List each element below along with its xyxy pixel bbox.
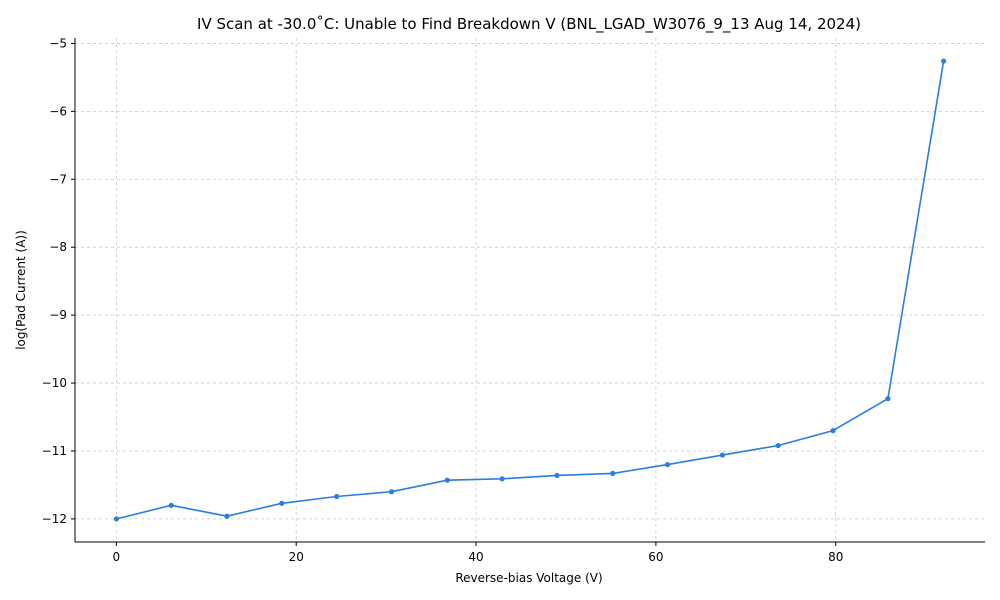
y-tick-label: −11 (42, 444, 67, 458)
x-tick-label: 60 (648, 550, 663, 564)
data-point (388, 489, 395, 495)
x-tick-label: 20 (289, 550, 304, 564)
x-tick-label: 40 (468, 550, 483, 564)
grid (75, 38, 985, 542)
axes (74, 38, 985, 543)
x-tick-label: 80 (828, 550, 843, 564)
x-axis-label: Reverse-bias Voltage (V) (455, 571, 602, 585)
y-tick-label: −8 (49, 240, 67, 254)
data-point (719, 452, 726, 458)
y-tick-label: −10 (42, 376, 67, 390)
data-point (885, 396, 891, 402)
data-point (499, 476, 505, 482)
x-axis-ticks: 0 20 40 60 80 (113, 542, 843, 564)
y-tick-label: −5 (49, 36, 67, 50)
data-point (775, 442, 781, 449)
y-tick-label: −7 (49, 172, 67, 186)
series (113, 58, 947, 522)
x-tick-label: 0 (113, 550, 121, 564)
y-tick-label: −9 (49, 308, 67, 322)
y-tick-label: −6 (49, 104, 67, 118)
y-axis-ticks: −12 −11 −10 −9 −8 −7 −6 −5 (42, 36, 75, 526)
y-tick-label: −12 (42, 512, 67, 526)
data-point (610, 470, 616, 476)
data-point (554, 472, 560, 479)
data-point (664, 461, 671, 468)
data-point (941, 58, 947, 64)
data-point (830, 428, 836, 434)
y-axis-label: log(Pad Current (A)) (14, 230, 28, 350)
data-point (334, 493, 340, 500)
data-point (279, 500, 285, 506)
data-point (113, 516, 119, 522)
chart-title: IV Scan at -30.0˚C: Unable to Find Break… (197, 15, 861, 34)
series-line (116, 60, 945, 520)
data-point (224, 513, 230, 519)
data-point (168, 502, 174, 508)
data-point (444, 477, 450, 483)
